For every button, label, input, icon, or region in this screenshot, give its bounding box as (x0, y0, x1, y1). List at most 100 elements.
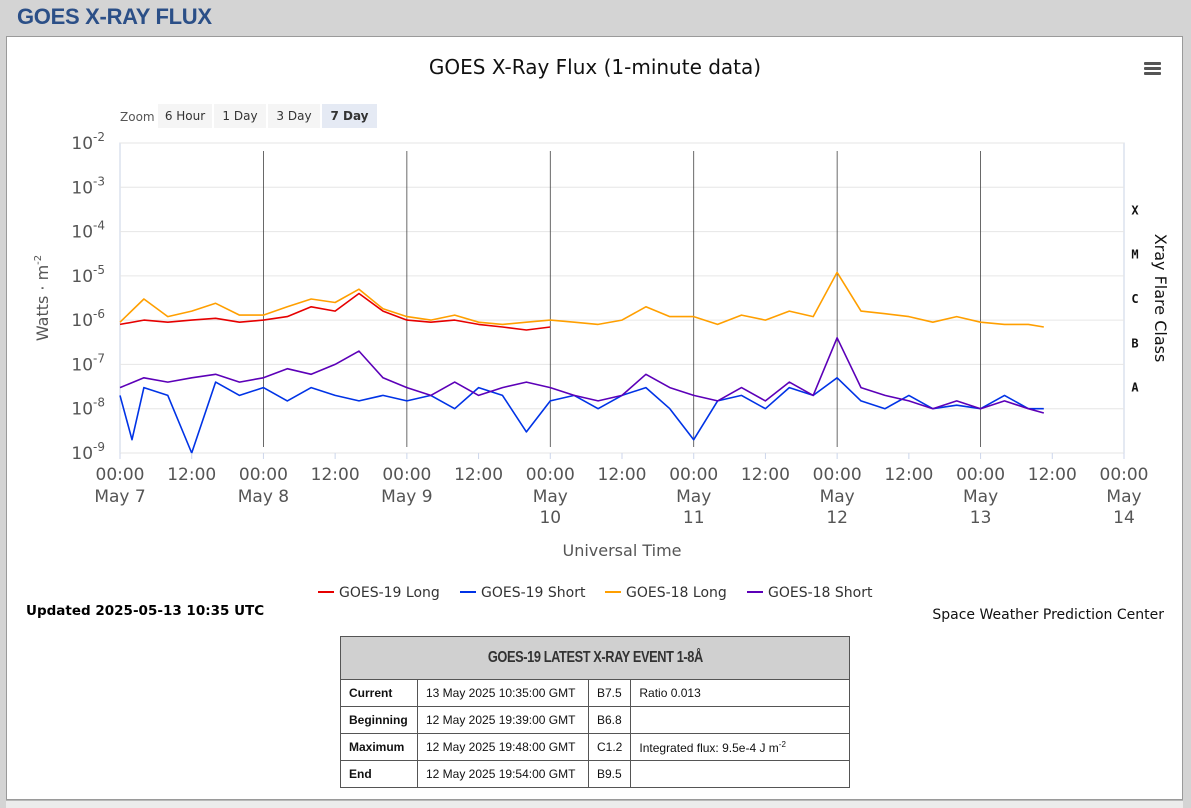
x-tick-time: 00:00 (669, 465, 718, 485)
page-title: GOES X-RAY FLUX (17, 4, 212, 29)
legend-label: GOES-19 Short (481, 585, 586, 601)
xray-flux-chart: GOES X-Ray Flux (1-minute data) 10-910-8… (33, 55, 1170, 560)
flare-class-label: X (1131, 203, 1139, 217)
y-axis-label-exponent: -2 (33, 255, 44, 265)
y-tick-label: 10-9 (71, 440, 105, 464)
table-row: End 12 May 2025 19:54:00 GMT B9.5 (340, 760, 850, 788)
x-tick-time: 12:00 (598, 465, 647, 485)
x-tick-time: 00:00 (813, 465, 862, 485)
event-table-title-text: GOES-19 LATEST X-RAY EVENT 1-8Å (487, 649, 703, 666)
zoom-6-hour-button[interactable]: 6 Hour (158, 104, 212, 128)
x-tick-time: 00:00 (1100, 465, 1149, 485)
row-class: B6.8 (587, 706, 632, 734)
legend-label: GOES-19 Long (339, 585, 440, 601)
x-tick-date: May 8 (238, 487, 289, 507)
row-extra (630, 706, 850, 734)
row-time: 13 May 2025 10:35:00 GMT (417, 679, 589, 707)
x-tick-time: 00:00 (96, 465, 145, 485)
x-tick-time: 00:00 (382, 465, 431, 485)
row-extra (630, 760, 850, 788)
legend-goes18-short[interactable]: GOES-18 Short (747, 585, 873, 603)
zoom-7-day-button[interactable]: 7 Day (322, 104, 377, 128)
day-boundary-lines (263, 151, 981, 447)
row-time: 12 May 2025 19:48:00 GMT (417, 733, 589, 761)
x-tick-date: May (676, 487, 711, 507)
row-label: End (340, 760, 418, 788)
y-tick-exponent: -6 (93, 307, 105, 321)
row-class: B9.5 (587, 760, 632, 788)
row-extra: Integrated flux: 9.5e-4 J m-2 (630, 733, 850, 761)
page-header: GOES X-RAY FLUX (0, 0, 1191, 36)
legend-goes19-short[interactable]: GOES-19 Short (460, 585, 586, 603)
y2-axis-label: Xray Flare Class (1151, 234, 1170, 363)
y-tick-exponent: -4 (93, 219, 105, 233)
x-tick-time: 12:00 (167, 465, 216, 485)
x-tick-time: 00:00 (956, 465, 1005, 485)
y-tick-label: 10-8 (71, 396, 105, 420)
legend-swatch (605, 591, 621, 593)
x-tick-date: May (533, 487, 568, 507)
chart-legend: GOES-19 Long GOES-19 Short GOES-18 Long … (0, 585, 1191, 603)
x-axis-label: Universal Time (562, 541, 681, 560)
y-tick-label: 10-6 (71, 307, 105, 331)
legend-label: GOES-18 Short (768, 585, 873, 601)
y-tick-exponent: -9 (93, 440, 105, 454)
x-tick-date: 12 (826, 508, 848, 528)
x-tick-time: 12:00 (311, 465, 360, 485)
integrated-flux-exponent: -2 (778, 739, 786, 749)
flare-class-labels: A B C M X (1131, 203, 1139, 394)
x-tick-time: 00:00 (239, 465, 288, 485)
event-table-header-row: GOES-19 LATEST X-RAY EVENT 1-8Å (340, 636, 850, 680)
series-line-goes-19-long (119, 292, 551, 331)
bottom-strip (6, 800, 1183, 808)
x-tick-time: 00:00 (526, 465, 575, 485)
y-tick-exponent: -8 (93, 396, 105, 410)
table-row: Beginning 12 May 2025 19:39:00 GMT B6.8 (340, 706, 850, 734)
series-line-goes-18-short (119, 336, 1045, 414)
x-tick-time: 12:00 (1028, 465, 1077, 485)
row-time: 12 May 2025 19:39:00 GMT (417, 706, 589, 734)
x-tick-date: 14 (1113, 508, 1135, 528)
x-tick-date: 10 (539, 508, 561, 528)
x-tick-date: May (1106, 487, 1141, 507)
y-tick-exponent: -3 (93, 174, 105, 188)
y-axis-ticks: 10-9 10-8 10-7 10-6 10-5 10-4 10-3 10-2 (71, 130, 105, 464)
row-class: C1.2 (587, 733, 632, 761)
hamburger-menu-icon[interactable] (1144, 62, 1161, 76)
x-tick-time: 12:00 (884, 465, 933, 485)
zoom-1-day-button[interactable]: 1 Day (214, 104, 266, 128)
y-tick-label: 10-3 (71, 174, 105, 198)
row-extra: Ratio 0.013 (630, 679, 850, 707)
zoom-3-day-button[interactable]: 3 Day (268, 104, 320, 128)
row-time: 12 May 2025 19:54:00 GMT (417, 760, 589, 788)
latest-xray-event-table: GOES-19 LATEST X-RAY EVENT 1-8Å Current … (340, 636, 850, 788)
legend-goes19-long[interactable]: GOES-19 Long (318, 585, 440, 603)
y-tick-label: 10-4 (71, 219, 105, 243)
x-tick-date: 11 (683, 508, 705, 528)
y-tick-exponent: -2 (93, 130, 105, 144)
y-tick-exponent: -5 (93, 263, 105, 277)
chart-credit: Space Weather Prediction Center (932, 607, 1164, 623)
legend-swatch (747, 591, 763, 593)
row-class: B7.5 (587, 679, 632, 707)
legend-label: GOES-18 Long (626, 585, 727, 601)
row-label: Maximum (340, 733, 418, 761)
x-tick-date: May 9 (381, 487, 432, 507)
legend-goes18-long[interactable]: GOES-18 Long (605, 585, 727, 603)
flare-class-label: M (1131, 248, 1138, 262)
x-tick-time: 12:00 (454, 465, 503, 485)
legend-swatch (318, 591, 334, 593)
x-tick-date: May (820, 487, 855, 507)
y-tick-label: 10-5 (71, 263, 105, 287)
table-row: Current 13 May 2025 10:35:00 GMT B7.5 Ra… (340, 679, 850, 707)
updated-timestamp: Updated 2025-05-13 10:35 UTC (26, 603, 265, 619)
zoom-label: Zoom (120, 110, 155, 124)
y-tick-label: 10-2 (71, 130, 105, 154)
table-row: Maximum 12 May 2025 19:48:00 GMT C1.2 In… (340, 733, 850, 761)
integrated-flux-text: Integrated flux: 9.5e-4 J m (639, 740, 779, 755)
flare-class-label: A (1131, 381, 1139, 395)
flare-class-label: C (1131, 292, 1138, 306)
y-tick-exponent: -7 (93, 351, 105, 365)
legend-swatch (460, 591, 476, 593)
